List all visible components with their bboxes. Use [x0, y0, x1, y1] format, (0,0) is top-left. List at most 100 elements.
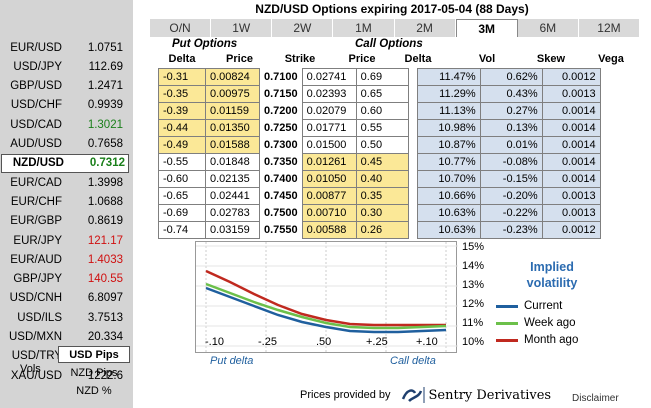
brand-name: Sentry Derivatives — [428, 387, 552, 403]
tab-2m[interactable]: 2M — [394, 19, 456, 37]
table-row: -0.55 0.01848 0.7350 0.01261 0.45 10.77% -0.08… — [158, 153, 601, 171]
y-tick-label: 11% — [462, 317, 484, 329]
strike-cell: 0.7500 — [259, 204, 303, 222]
call-delta-cell: 0.45 — [355, 153, 409, 171]
spacer — [408, 170, 418, 188]
tab-2w[interactable]: 2W — [272, 19, 334, 37]
currency-pair-eur-gbp[interactable]: EUR/GBP 0.8619 — [0, 212, 130, 231]
currency-pair-usd-jpy[interactable]: USD/JPY 112.69 — [0, 57, 130, 76]
expiry-tabs: O/N 1W 2W 1M 2M 3M 6M 12M — [150, 19, 640, 37]
col-vol: Vol — [478, 53, 496, 65]
vol-cell: 11.29% — [416, 85, 481, 103]
call-price-cell: 0.01050 — [301, 170, 357, 188]
put-price-cell: 0.01588 — [205, 136, 260, 154]
strike-cell: 0.7200 — [259, 102, 303, 120]
legend-item: Month ago — [496, 334, 578, 346]
x-tick-label: +.10 — [416, 336, 438, 348]
pair-rate: 0.9939 — [87, 99, 123, 112]
strike-cell: 0.7350 — [259, 153, 303, 171]
page-title: NZD/USD Options expiring 2017-05-04 (88 … — [255, 2, 529, 16]
tab-1w[interactable]: 1W — [211, 19, 273, 37]
put-options-heading: Put Options — [172, 38, 238, 50]
put-price-cell: 0.02135 — [205, 170, 260, 188]
currency-pair-eur-cad[interactable]: EUR/CAD 1.3998 — [0, 173, 130, 192]
pair-rate: 0.8619 — [87, 215, 123, 228]
spacer — [408, 153, 418, 171]
put-price-cell: 0.02783 — [205, 204, 260, 222]
footer: Prices provided by Sentry Derivatives — [300, 387, 551, 403]
vol-cell: 10.63% — [416, 221, 481, 239]
col-skew: Skew — [536, 53, 566, 65]
legend-item: Week ago — [496, 317, 576, 329]
currency-pair-eur-usd[interactable]: EUR/USD 1.0751 — [0, 38, 130, 57]
put-delta-cell: -0.39 — [158, 102, 206, 120]
units-option[interactable]: NZD % — [76, 384, 112, 397]
y-tick-label: 15% — [462, 241, 485, 253]
currency-pair-gbp-jpy[interactable]: GBP/JPY 140.55 — [0, 270, 130, 289]
x-tick-label: +.25 — [366, 336, 388, 348]
x-tick-label: .50 — [316, 336, 332, 348]
table-row: -0.39 0.01159 0.7200 0.02079 0.60 11.13% 0.27%… — [158, 102, 601, 120]
col-vega: Vega — [598, 53, 624, 65]
tab-1m[interactable]: 1M — [333, 19, 395, 37]
pair-name: NZD/USD — [12, 157, 64, 170]
pair-rate: 1.0751 — [87, 41, 123, 54]
pair-rate: 0.7658 — [87, 138, 123, 150]
currency-pair-eur-chf[interactable]: EUR/CHF 1.0688 — [0, 192, 130, 211]
pair-rate: 1.4033 — [87, 253, 123, 266]
tab-on[interactable]: O/N — [150, 19, 212, 37]
x-tick-label: -.25 — [258, 336, 277, 348]
put-delta-cell: -0.74 — [158, 221, 206, 239]
vol-cell: 10.77% — [416, 153, 481, 171]
vega-cell: 0.0013 — [541, 187, 601, 205]
currency-pair-eur-jpy[interactable]: EUR/JPY 121.17 — [0, 231, 130, 250]
units-option[interactable]: USD Pips — [58, 346, 130, 363]
currency-pair-usd-mxn[interactable]: USD/MXN 20.334 — [0, 328, 130, 347]
put-delta-cell: -0.44 — [158, 119, 206, 137]
call-options-heading: Call Options — [355, 38, 423, 50]
tab-6m[interactable]: 6M — [517, 19, 579, 37]
call-price-cell: 0.00877 — [301, 187, 357, 205]
currency-pair-nzd-usd[interactable]: NZD/USD 0.7312 — [1, 153, 129, 173]
legend-swatch — [496, 321, 518, 325]
strike-cell: 0.7450 — [259, 187, 303, 205]
vol-cell: 10.70% — [416, 170, 481, 188]
table-row: -0.74 0.03159 0.7550 0.00588 0.26 10.63% -0.23… — [158, 221, 601, 239]
strike-cell: 0.7150 — [259, 85, 303, 103]
col-put-price: Price — [226, 53, 253, 65]
skew-cell: -0.20% — [479, 187, 543, 205]
pair-rate: 1222.6 — [87, 369, 123, 382]
currency-pair-usd-chf[interactable]: USD/CHF 0.9939 — [0, 96, 130, 115]
vega-cell: 0.0012 — [541, 221, 601, 239]
tab-3m[interactable]: 3M — [455, 19, 518, 37]
table-row: -0.31 0.00824 0.7100 0.02741 0.69 11.47% 0.62%… — [158, 68, 601, 86]
currency-pair-xau-usd[interactable]: XAU/USD 1222.6 — [0, 366, 130, 385]
vega-cell: 0.0014 — [541, 102, 601, 120]
units-option[interactable]: NZD Pips — [70, 366, 118, 379]
pair-name: USD/CAD — [10, 118, 62, 131]
currency-pair-usd-cad[interactable]: USD/CAD 1.3021 — [0, 115, 130, 134]
spacer — [408, 68, 418, 86]
pair-name: GBP/USD — [10, 80, 62, 93]
pair-name: XAU/USD — [10, 369, 62, 382]
vols-label: Vols — [20, 363, 41, 375]
currency-pair-eur-aud[interactable]: EUR/AUD 1.4033 — [0, 250, 130, 269]
pair-name: EUR/AUD — [10, 253, 62, 266]
currency-pair-usd-ils[interactable]: USD/ILS 3.7513 — [0, 308, 130, 327]
chart-title: Implied volatility — [522, 259, 582, 291]
currency-pair-gbp-usd[interactable]: GBP/USD 1.2471 — [0, 77, 130, 96]
disclaimer-link[interactable]: Disclaimer — [572, 393, 619, 404]
pair-rate: 6.8097 — [87, 292, 123, 305]
table-row: -0.69 0.02783 0.7500 0.00710 0.30 10.63% -0.22… — [158, 204, 601, 222]
pair-name: USD/TRY — [11, 350, 62, 363]
x-group-put-delta: Put delta — [210, 355, 254, 367]
vega-cell: 0.0014 — [541, 136, 601, 154]
currency-pair-usd-cnh[interactable]: USD/CNH 6.8097 — [0, 289, 130, 308]
call-delta-cell: 0.35 — [355, 187, 409, 205]
tab-12m[interactable]: 12M — [578, 19, 640, 37]
currency-pair-aud-usd[interactable]: AUD/USD 0.7658 — [0, 135, 130, 154]
call-delta-cell: 0.55 — [355, 119, 409, 137]
pair-name: AUD/USD — [10, 138, 62, 150]
legend-label: Month ago — [524, 334, 579, 346]
col-call-delta: Delta — [404, 53, 432, 65]
